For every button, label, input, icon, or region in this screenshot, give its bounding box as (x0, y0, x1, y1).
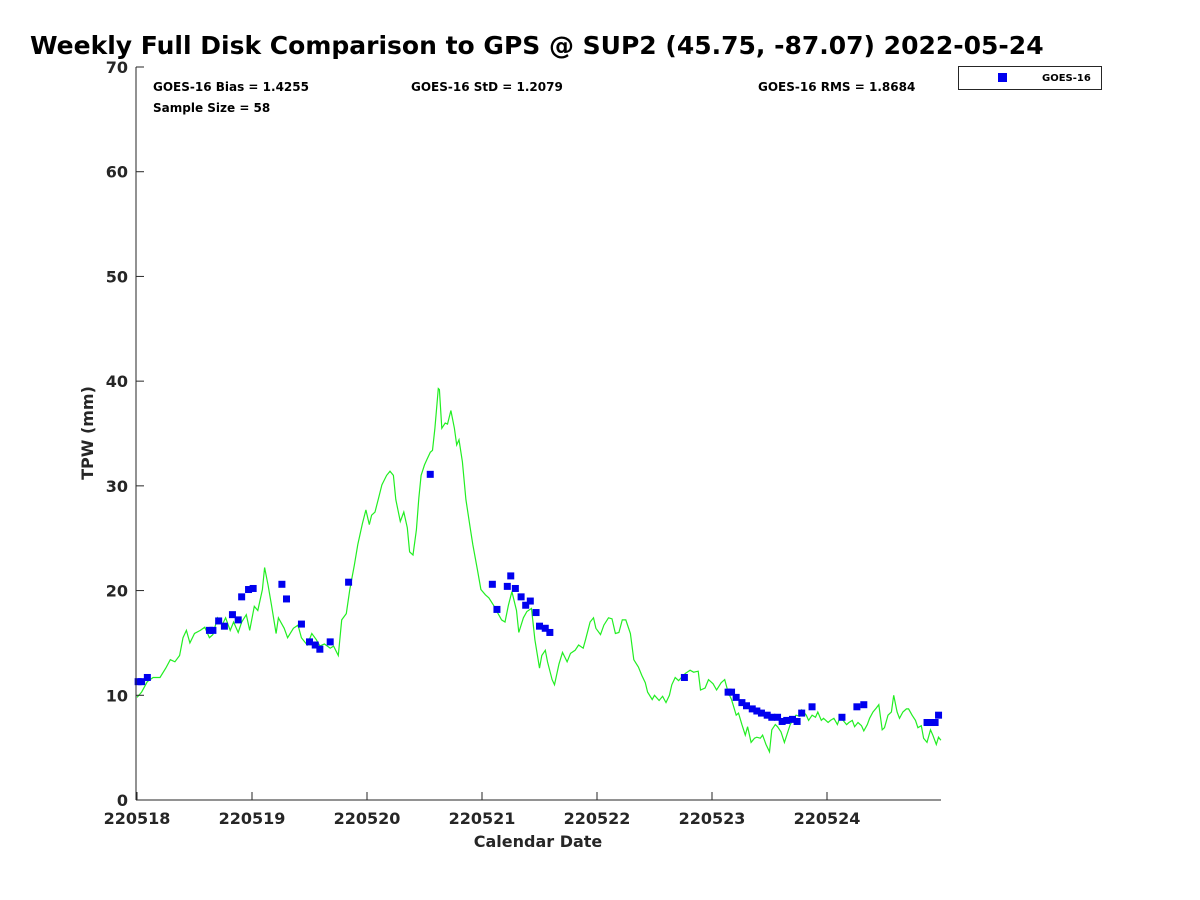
legend-marker-goes (998, 73, 1007, 82)
goes-point (278, 580, 286, 588)
goes-point (283, 595, 290, 603)
x-axis-label: Calendar Date (474, 832, 603, 851)
x-tick-label: 220519 (219, 809, 286, 828)
legend-box (958, 66, 1102, 90)
goes-point (680, 673, 688, 681)
goes-point (798, 709, 806, 717)
axis-ticks: 0 10 20 30 40 50 60 70 220518 220519 220520 220521 2… (104, 58, 861, 828)
y-tick-label: 10 (106, 686, 128, 705)
x-tick-label: 220520 (334, 809, 401, 828)
std-stat: GOES-16 StD = 1.2079 (411, 80, 563, 94)
goes-point (738, 699, 746, 707)
goes-point (774, 713, 782, 721)
x-tick-label: 220524 (794, 809, 861, 828)
gps-series (136, 387, 942, 754)
rms-stat: GOES-16 RMS = 1.8684 (758, 80, 915, 94)
goes-point (511, 584, 519, 592)
goes-point (728, 688, 736, 696)
goes-point (143, 673, 151, 681)
goes-point (326, 638, 334, 646)
plot-background (136, 67, 941, 800)
y-tick-label: 0 (117, 791, 128, 810)
goes-point (517, 593, 525, 601)
goes-point (238, 593, 246, 601)
y-tick-label: 60 (106, 163, 128, 182)
goes-point (757, 709, 765, 717)
goes-point (215, 617, 223, 625)
goes-point (297, 620, 305, 628)
x-tick-label: 220518 (104, 809, 171, 828)
goes-point (138, 678, 146, 686)
goes-point (783, 716, 791, 724)
goes-point (808, 703, 816, 711)
y-axis-label: TPW (mm) (78, 386, 97, 480)
goes-point (778, 717, 786, 725)
y-tick-label: 30 (106, 477, 128, 496)
goes-point (546, 628, 554, 636)
y-tick-label: 50 (106, 267, 128, 286)
goes-point (245, 586, 253, 594)
x-tick-label: 220522 (564, 809, 631, 828)
goes-point (541, 624, 549, 632)
legend: GOES-16 (958, 66, 1102, 90)
goes-point (743, 702, 750, 710)
goes-point (488, 580, 496, 588)
goes-point (345, 578, 353, 586)
x-tick-label: 220523 (679, 809, 746, 828)
goes-point (853, 703, 861, 711)
gps-line (136, 387, 942, 754)
goes-point (763, 711, 771, 719)
goes-point (316, 645, 324, 653)
goes-point (532, 609, 540, 617)
goes-point (753, 707, 761, 715)
goes-point (220, 622, 228, 630)
goes-point (507, 572, 515, 580)
goes-point (426, 470, 434, 478)
goes-point (311, 641, 319, 649)
goes-point (306, 638, 313, 646)
goes-point (526, 597, 534, 605)
x-tick-label: 220521 (449, 809, 516, 828)
goes-point (249, 584, 257, 592)
bias-stat: GOES-16 Bias = 1.4255 (153, 80, 309, 94)
goes-point (234, 616, 242, 624)
goes-point (536, 622, 543, 630)
goes-series (134, 470, 943, 727)
goes-point (522, 601, 530, 609)
goes-point (768, 713, 776, 721)
goes-point (838, 713, 846, 721)
goes-point (228, 611, 236, 619)
y-tick-label: 70 (106, 58, 128, 77)
legend-label-goes: GOES-16 (1042, 73, 1091, 84)
y-tick-label: 20 (106, 582, 128, 601)
goes-point (748, 705, 756, 713)
goes-point (860, 701, 868, 709)
goes-point (789, 715, 796, 723)
goes-point (935, 711, 943, 719)
plot-area: 0 10 20 30 40 50 60 70 220518 220519 220520 220521 2… (104, 58, 943, 828)
sample-size-stat: Sample Size = 58 (153, 101, 270, 115)
goes-point (732, 693, 740, 701)
y-tick-label: 40 (106, 372, 128, 391)
goes-point (927, 719, 934, 727)
goes-point (931, 719, 939, 727)
chart-title: Weekly Full Disk Comparison to GPS @ SUP… (30, 31, 1044, 60)
goes-point (209, 626, 217, 634)
goes-point (493, 605, 501, 613)
goes-point (503, 582, 511, 590)
goes-point (793, 717, 801, 725)
